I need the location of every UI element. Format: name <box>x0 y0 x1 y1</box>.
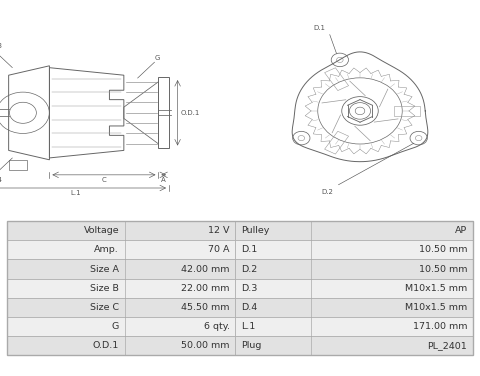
Text: O.D.1: O.D.1 <box>93 341 119 350</box>
Bar <box>235 221 473 240</box>
Text: PL_2401: PL_2401 <box>428 341 467 350</box>
Text: Amp.: Amp. <box>95 246 119 255</box>
Bar <box>7 221 473 355</box>
Text: 10.50 mm: 10.50 mm <box>419 264 467 273</box>
Bar <box>235 240 473 259</box>
Text: Size C: Size C <box>90 303 119 312</box>
Text: 22.00 mm: 22.00 mm <box>181 284 229 293</box>
Text: D.4: D.4 <box>0 177 2 183</box>
Text: G: G <box>155 55 160 61</box>
Bar <box>158 77 169 149</box>
Bar <box>7 317 235 336</box>
Text: M10x1.5 mm: M10x1.5 mm <box>405 303 467 312</box>
Text: AP: AP <box>455 226 467 235</box>
Text: Size B: Size B <box>90 284 119 293</box>
Text: Pulley: Pulley <box>241 226 269 235</box>
Text: Plug: Plug <box>241 341 261 350</box>
Bar <box>7 240 235 259</box>
Text: L.1: L.1 <box>241 322 255 331</box>
Text: 10.50 mm: 10.50 mm <box>419 246 467 255</box>
Bar <box>7 336 235 355</box>
Text: M10x1.5 mm: M10x1.5 mm <box>405 284 467 293</box>
Text: O.D.1: O.D.1 <box>181 110 200 116</box>
Text: D.2: D.2 <box>241 264 257 273</box>
Bar <box>235 279 473 298</box>
Text: D.3: D.3 <box>0 42 2 49</box>
Bar <box>235 317 473 336</box>
Text: 50.00 mm: 50.00 mm <box>181 341 229 350</box>
Bar <box>7 259 235 279</box>
Bar <box>7 298 235 317</box>
Text: D.4: D.4 <box>241 303 257 312</box>
Text: Voltage: Voltage <box>84 226 119 235</box>
Bar <box>235 298 473 317</box>
Text: 42.00 mm: 42.00 mm <box>181 264 229 273</box>
Text: A: A <box>161 177 166 183</box>
Text: 12 V: 12 V <box>208 226 229 235</box>
Bar <box>235 259 473 279</box>
Text: Size A: Size A <box>90 264 119 273</box>
Bar <box>7 279 235 298</box>
Text: D.2: D.2 <box>322 189 334 195</box>
Text: D.1: D.1 <box>313 25 325 31</box>
Bar <box>235 336 473 355</box>
Text: L.1: L.1 <box>70 190 81 196</box>
Text: 70 A: 70 A <box>208 246 229 255</box>
Text: 6 qty.: 6 qty. <box>204 322 229 331</box>
Text: G: G <box>112 322 119 331</box>
Text: 171.00 mm: 171.00 mm <box>413 322 467 331</box>
Text: 45.50 mm: 45.50 mm <box>181 303 229 312</box>
Text: C: C <box>102 177 106 183</box>
Text: D.3: D.3 <box>241 284 257 293</box>
Bar <box>7 221 235 240</box>
Text: D.1: D.1 <box>241 246 257 255</box>
Bar <box>9 160 27 170</box>
